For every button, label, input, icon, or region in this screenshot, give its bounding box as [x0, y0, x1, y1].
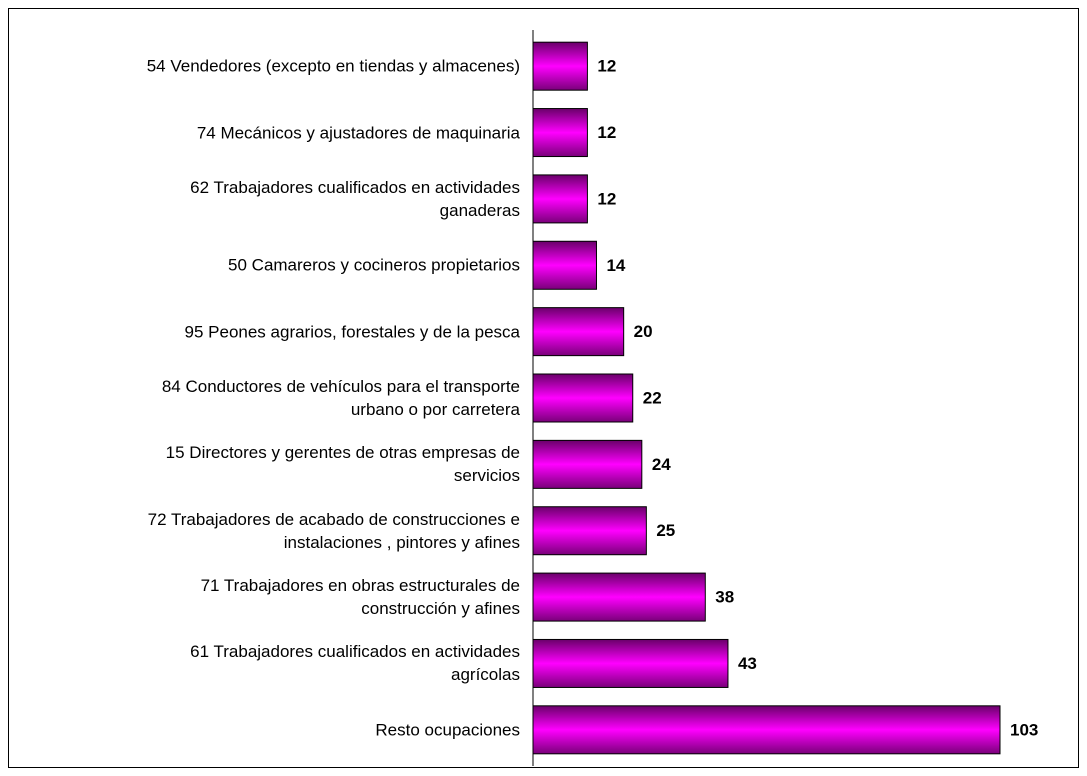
category-label: 95 Peones agrarios, forestales y de la p…	[184, 322, 520, 342]
category-label: 62 Trabajadores cualificados en activida…	[190, 177, 520, 220]
category-label: 61 Trabajadores cualificados en activida…	[190, 642, 520, 685]
value-label: 24	[652, 455, 671, 474]
bar	[532, 439, 643, 489]
value-label: 12	[597, 123, 616, 142]
category-label: 54 Vendedores (excepto en tiendas y alma…	[146, 56, 520, 76]
value-label: 14	[606, 256, 625, 275]
bar	[532, 307, 625, 357]
value-label: 43	[738, 654, 757, 673]
value-label: 12	[597, 189, 616, 208]
value-label: 25	[656, 521, 675, 540]
category-label: 84 Conductores de vehículos para el tran…	[161, 377, 520, 419]
value-label: 22	[643, 388, 662, 407]
category-label: Resto ocupaciones	[375, 720, 520, 740]
category-label: 72 Trabajadores de acabado de construcci…	[147, 509, 520, 552]
category-label: 74 Mecánicos y ajustadores de maquinaria	[196, 123, 520, 143]
bar	[532, 174, 588, 224]
category-label: 71 Trabajadores en obras estructurales d…	[200, 576, 520, 619]
bar	[532, 705, 1001, 755]
value-label: 20	[634, 322, 653, 341]
bar	[532, 41, 588, 91]
value-label: 12	[597, 57, 616, 76]
chart-border	[8, 8, 1079, 768]
bar	[532, 506, 647, 556]
bar	[532, 638, 729, 688]
value-label: 103	[1010, 720, 1038, 739]
bar	[532, 108, 588, 158]
value-label: 38	[715, 588, 734, 607]
category-label: 15 Directores y gerentes de otras empres…	[165, 443, 520, 486]
bar	[532, 572, 706, 622]
category-label: 50 Camareros y cocineros propietarios	[228, 255, 520, 275]
bar	[532, 240, 597, 290]
bar	[532, 373, 634, 423]
